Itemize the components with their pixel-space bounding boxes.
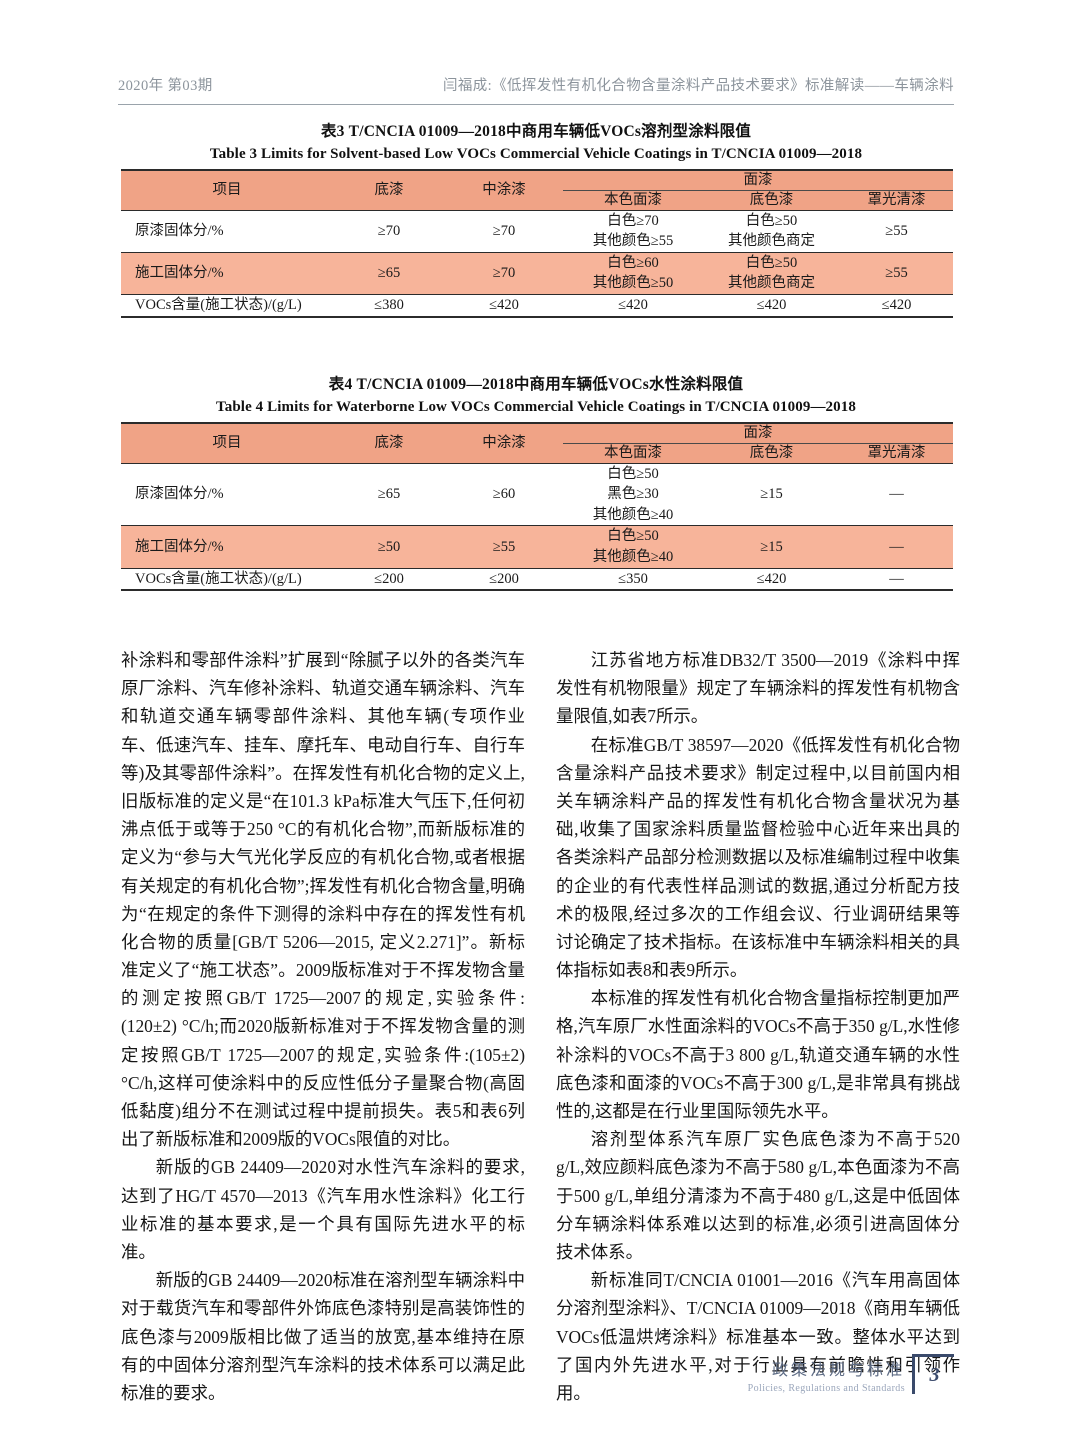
table3-header-row-2: 本色面漆 底色漆 罩光清漆	[121, 189, 954, 211]
table4-row2-midcoat: ≤200	[445, 567, 563, 592]
table4-row1-solid-topcoat: 白色≥50 其他颜色≥40	[563, 525, 703, 569]
table3-caption-cn: 表3 T/CNCIA 01009—2018中商用车辆低VOCs溶剂型涂料限值	[320, 123, 752, 140]
table3-row0-basecoat: 白色≥50 其他颜色商定	[703, 209, 840, 253]
table4-header-sub-clearcoat: 罩光清漆	[840, 442, 954, 464]
table4-row1-primer: ≥50	[333, 525, 445, 569]
table4-row0-item: 原漆固体分/%	[121, 462, 333, 526]
paragraph: 溶剂型体系汽车原厂实色底色漆为不高于520 g/L,效应颜料底色漆为不高于580…	[556, 1129, 960, 1262]
table4-caption-en: Table 4 Limits for Waterborne Low VOCs C…	[216, 399, 856, 416]
table4-row1-item: 施工固体分/%	[121, 525, 333, 569]
table3-row2-clearcoat: ≤420	[840, 293, 954, 318]
table3-header-topcoat-group: 面漆	[563, 168, 954, 191]
table4-caption-cn: 表4 T/CNCIA 01009—2018中商用车辆低VOCs水性涂料限值	[328, 376, 744, 393]
page-number-box: 3	[912, 1354, 954, 1394]
table4-header-topcoat-group: 面漆	[563, 421, 954, 444]
table4-header-midcoat: 中涂漆	[445, 421, 563, 464]
page-number: 3	[929, 1363, 940, 1386]
table-row: 原漆固体分/% ≥65 ≥60 白色≥50 黑色≥30 其他颜色≥40 ≥15 …	[121, 462, 954, 526]
table3-row1-midcoat: ≥70	[445, 251, 563, 295]
table4-header-row-1: 项目 底漆 中涂漆 面漆	[121, 421, 954, 464]
table3-row2-primer: ≤380	[333, 293, 445, 318]
table4-row2-basecoat: ≤420	[703, 567, 840, 592]
table4-row2-item: VOCs含量(施工状态)/(g/L)	[121, 567, 333, 592]
body-column-right: 江苏省地方标准DB32/T 3500—2019《涂料中挥发性有机物限量》规定了车…	[556, 646, 960, 1407]
table4-header-sub-basecoat: 底色漆	[703, 442, 840, 464]
table4-row0-solid-topcoat: 白色≥50 黑色≥30 其他颜色≥40	[563, 462, 703, 526]
table4-header-primer: 底漆	[333, 421, 445, 464]
table-row: 原漆固体分/% ≥70 ≥70 白色≥70 其他颜色≥55 白色≥50 其他颜色…	[121, 209, 954, 253]
table3-row0-item: 原漆固体分/%	[121, 209, 333, 253]
table3-row0-primer: ≥70	[333, 209, 445, 253]
paragraph: 新标准同T/CNCIA 01001—2016《汽车用高固体分溶剂型涂料》、T/C…	[556, 1270, 960, 1403]
table3-header-primer: 底漆	[333, 168, 445, 211]
table4-row1-basecoat: ≥15	[703, 525, 840, 569]
table4: 项目 底漆 中涂漆 面漆 本色面漆 底色漆 罩光清漆 原漆固体分/% ≥65 ≥…	[121, 421, 954, 592]
table-row: 施工固体分/% ≥65 ≥70 白色≥60 其他颜色≥50 白色≥50 其他颜色…	[121, 251, 954, 295]
table3-header-midcoat: 中涂漆	[445, 168, 563, 211]
paragraph: 本标准的挥发性有机化合物含量指标控制更加严格,汽车原厂水性面涂料的VOCs不高于…	[556, 988, 960, 1121]
table3-row1-item: 施工固体分/%	[121, 251, 333, 295]
paragraph: 江苏省地方标准DB32/T 3500—2019《涂料中挥发性有机物限量》规定了车…	[556, 650, 960, 727]
paragraph: 新版的GB 24409—2020对水性汽车涂料的要求,达到了HG/T 4570—…	[121, 1157, 525, 1262]
table3-header-item: 项目	[121, 168, 333, 211]
running-head-issue: 2020年 第03期	[118, 78, 213, 94]
table4-header-row-2: 本色面漆 底色漆 罩光清漆	[121, 442, 954, 464]
footer-section-en: Policies, Regulations and Standards	[747, 1382, 905, 1394]
table3-row1-primer: ≥65	[333, 251, 445, 295]
table4-row2-solid-topcoat: ≤350	[563, 567, 703, 592]
table4-row2-primer: ≤200	[333, 567, 445, 592]
running-head-article-title: 闫福成:《低挥发性有机化合物含量涂料产品技术要求》标准解读——车辆涂料	[442, 78, 954, 94]
table4-row2-clearcoat: —	[840, 567, 954, 592]
table4-row0-clearcoat: —	[840, 462, 954, 526]
table3-caption: 表3 T/CNCIA 01009—2018中商用车辆低VOCs溶剂型涂料限值 T…	[118, 120, 954, 167]
table3-row2-midcoat: ≤420	[445, 293, 563, 318]
body-column-left: 补涂料和零部件涂料”扩展到“除腻子以外的各类汽车原厂涂料、汽车修补涂料、轨道交通…	[121, 646, 525, 1407]
table3-caption-en: Table 3 Limits for Solvent-based Low VOC…	[209, 146, 863, 163]
table4-row1-midcoat: ≥55	[445, 525, 563, 569]
paragraph: 补涂料和零部件涂料”扩展到“除腻子以外的各类汽车原厂涂料、汽车修补涂料、轨道交通…	[121, 650, 525, 1150]
table3-row0-midcoat: ≥70	[445, 209, 563, 253]
table3-row1-solid-topcoat: 白色≥60 其他颜色≥50	[563, 251, 703, 295]
table3-row1-clearcoat: ≥55	[840, 251, 954, 295]
table4-caption: 表4 T/CNCIA 01009—2018中商用车辆低VOCs水性涂料限值 Ta…	[118, 373, 954, 420]
table3-row2-item: VOCs含量(施工状态)/(g/L)	[121, 293, 333, 318]
table4-header-item: 项目	[121, 421, 333, 464]
paragraph: 在标准GB/T 38597—2020《低挥发性有机化合物含量涂料产品技术要求》制…	[556, 734, 960, 981]
table3-row2-solid-topcoat: ≤420	[563, 293, 703, 318]
table4-row0-basecoat: ≥15	[703, 462, 840, 526]
running-head: 2020年 第03期 闫福成:《低挥发性有机化合物含量涂料产品技术要求》标准解读…	[118, 74, 954, 105]
paragraph: 新版的GB 24409—2020标准在溶剂型车辆涂料中对于载货汽车和零部件外饰底…	[121, 1270, 525, 1403]
table4-row0-primer: ≥65	[333, 462, 445, 526]
footer-section-label: 政策法规与标准 Policies, Regulations and Standa…	[748, 1362, 905, 1394]
table3-header-sub-clearcoat: 罩光清漆	[840, 189, 954, 211]
table3-row2-basecoat: ≤420	[703, 293, 840, 318]
table3-header-sub-basecoat: 底色漆	[703, 189, 840, 211]
table4-row0-midcoat: ≥60	[445, 462, 563, 526]
table-row: 施工固体分/% ≥50 ≥55 白色≥50 其他颜色≥40 ≥15 —	[121, 525, 954, 569]
table3-row0-solid-topcoat: 白色≥70 其他颜色≥55	[563, 209, 703, 253]
table3: 项目 底漆 中涂漆 面漆 本色面漆 底色漆 罩光清漆 原漆固体分/% ≥70 ≥…	[121, 168, 954, 318]
page-footer: 政策法规与标准 Policies, Regulations and Standa…	[748, 1354, 954, 1394]
table3-row0-clearcoat: ≥55	[840, 209, 954, 253]
table-row: VOCs含量(施工状态)/(g/L) ≤380 ≤420 ≤420 ≤420 ≤…	[121, 293, 954, 318]
footer-section-cn: 政策法规与标准	[771, 1361, 905, 1379]
table-row: VOCs含量(施工状态)/(g/L) ≤200 ≤200 ≤350 ≤420 —	[121, 567, 954, 592]
table3-header-sub-solid-topcoat: 本色面漆	[563, 189, 703, 211]
table4-header-sub-solid-topcoat: 本色面漆	[563, 442, 703, 464]
table4-row1-clearcoat: —	[840, 525, 954, 569]
table3-header-row-1: 项目 底漆 中涂漆 面漆	[121, 168, 954, 211]
table3-row1-basecoat: 白色≥50 其他颜色商定	[703, 251, 840, 295]
